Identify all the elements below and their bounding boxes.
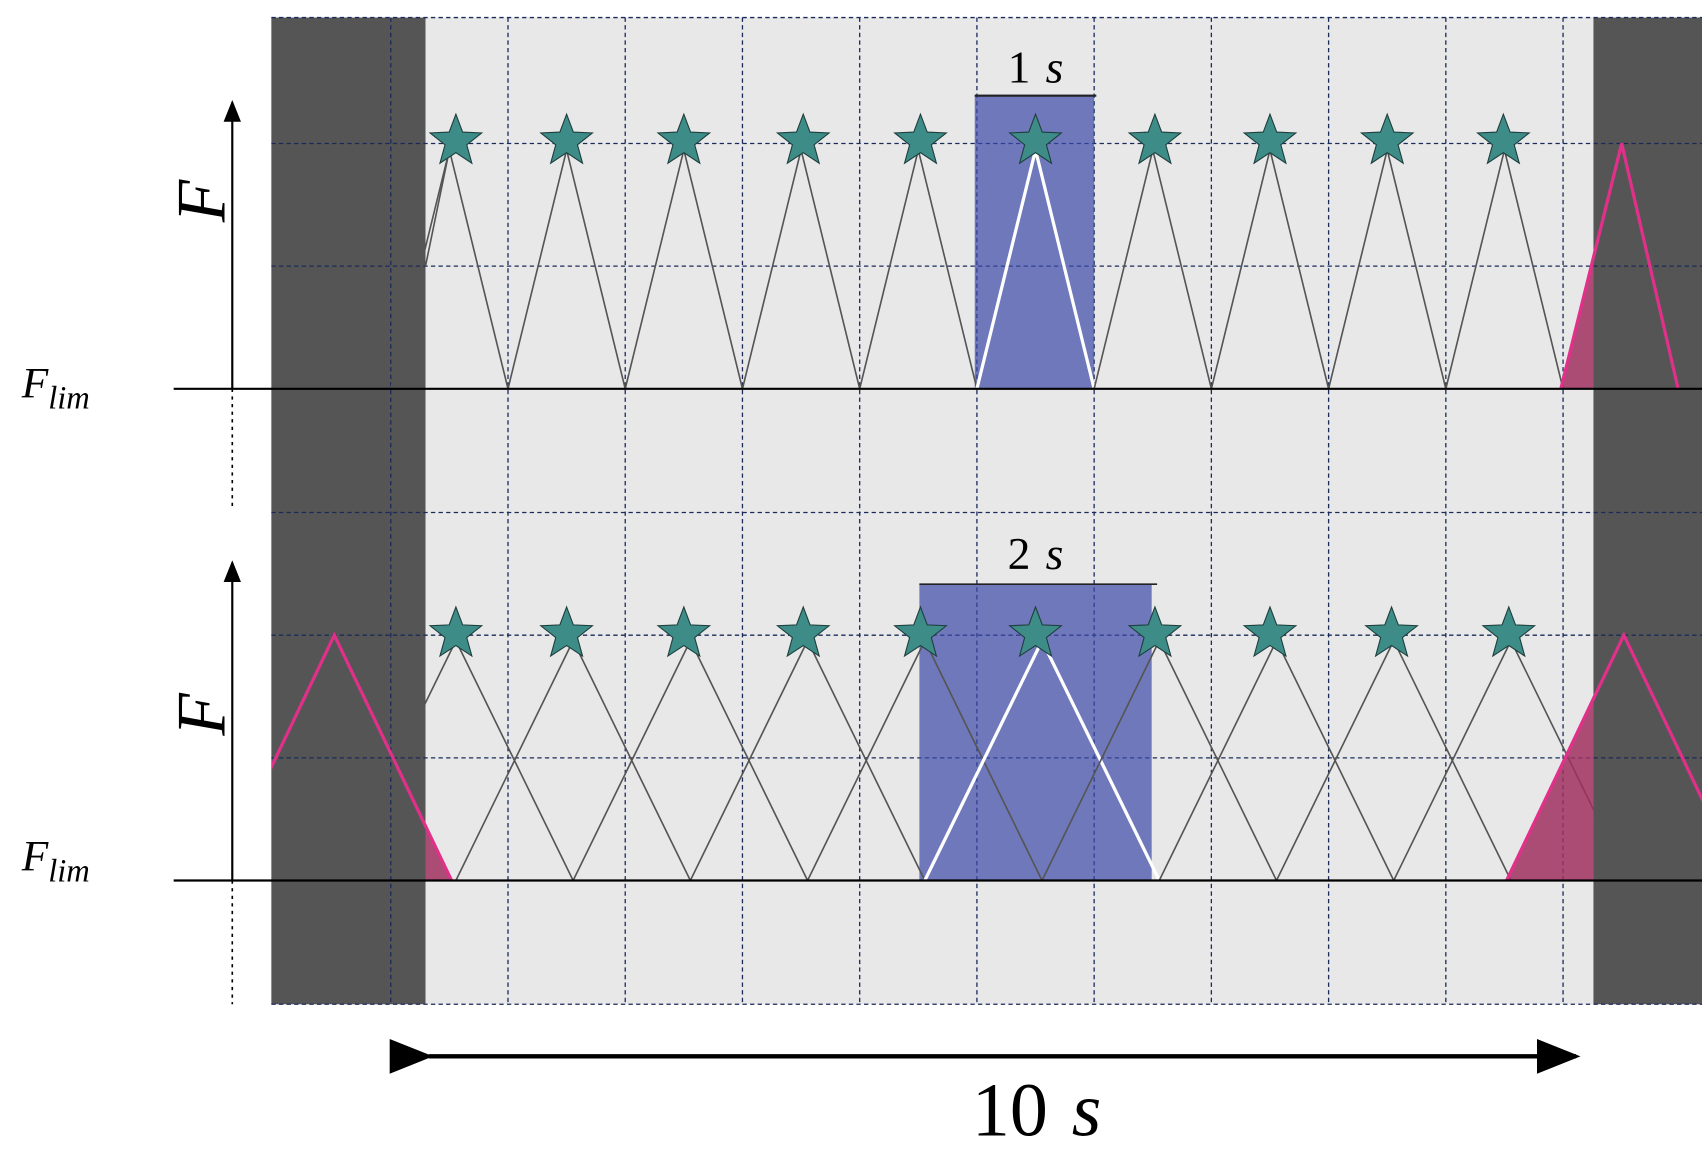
pulse bbox=[424, 149, 451, 267]
limit-symbol: F bbox=[21, 359, 49, 407]
star bbox=[1359, 112, 1415, 165]
star bbox=[539, 605, 594, 658]
span-unit: s bbox=[1072, 1069, 1102, 1153]
star bbox=[1008, 605, 1063, 658]
window-number: 1 bbox=[1008, 42, 1031, 93]
star bbox=[1127, 605, 1183, 658]
window-number: 2 bbox=[1008, 528, 1031, 579]
right-mask bbox=[1593, 17, 1702, 1005]
star bbox=[1476, 112, 1531, 165]
star bbox=[428, 112, 484, 165]
star bbox=[656, 112, 712, 165]
star bbox=[1364, 605, 1419, 658]
window-unit: s bbox=[1046, 42, 1064, 93]
pulse-out bbox=[1505, 631, 1702, 882]
star bbox=[1008, 112, 1063, 165]
limit-symbol: F bbox=[21, 833, 49, 881]
axis-label: F bbox=[164, 693, 241, 737]
star bbox=[775, 605, 831, 658]
star bbox=[428, 605, 484, 658]
star bbox=[539, 112, 594, 165]
star bbox=[893, 112, 948, 165]
limit-label: Flim bbox=[21, 359, 90, 416]
star bbox=[1242, 605, 1298, 658]
star bbox=[1242, 112, 1298, 165]
axis-label: F bbox=[164, 179, 241, 223]
star bbox=[1481, 605, 1537, 658]
star bbox=[775, 112, 831, 165]
limit-label: Flim bbox=[21, 833, 90, 890]
pulse-out bbox=[1559, 143, 1680, 390]
star bbox=[1127, 112, 1183, 165]
span-label: 10 s bbox=[972, 1069, 1101, 1153]
plots bbox=[271, 94, 1702, 882]
left-mask bbox=[271, 17, 426, 1005]
window-unit: s bbox=[1046, 528, 1064, 579]
star bbox=[656, 605, 712, 658]
pulse-out bbox=[271, 631, 454, 882]
limit-subscript: lim bbox=[48, 380, 90, 416]
star bbox=[893, 605, 948, 658]
limit-subscript: lim bbox=[48, 854, 90, 890]
span-number: 10 bbox=[972, 1069, 1048, 1153]
